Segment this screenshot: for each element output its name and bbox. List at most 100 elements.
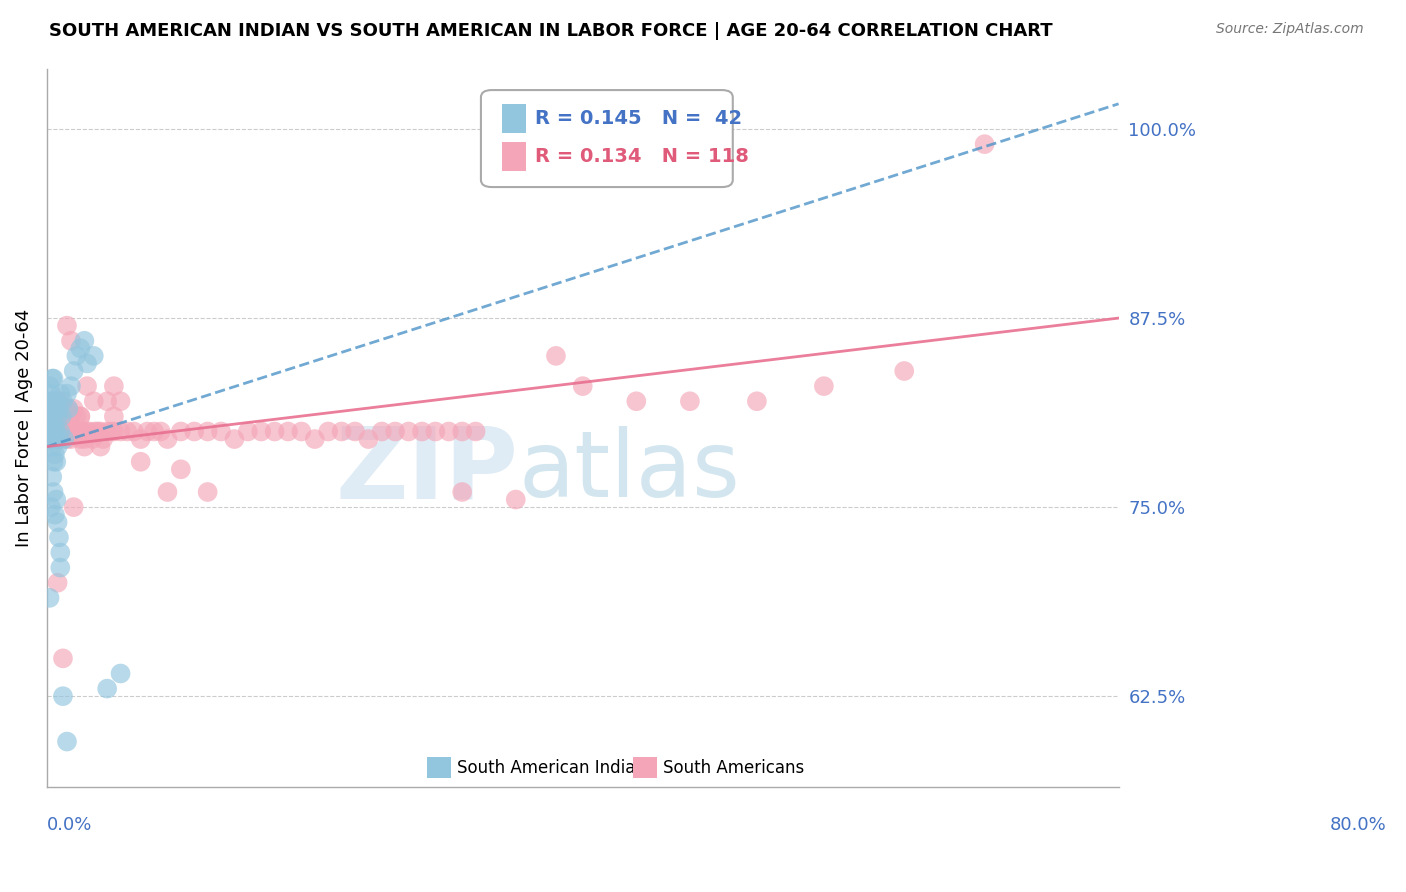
Point — [136, 425, 159, 439]
Point — [62, 500, 84, 515]
Point — [39, 401, 62, 416]
Point — [76, 356, 98, 370]
Point — [89, 425, 111, 439]
Point — [46, 440, 69, 454]
Point — [48, 432, 70, 446]
Point — [236, 425, 259, 439]
Point — [63, 425, 86, 439]
Point — [110, 425, 132, 439]
Point — [83, 349, 105, 363]
Point — [56, 318, 79, 333]
Point — [62, 425, 84, 439]
Point — [39, 401, 62, 416]
Point — [52, 401, 75, 416]
Bar — [633, 756, 657, 779]
Point — [42, 417, 65, 431]
Point — [44, 401, 66, 416]
Point — [49, 560, 72, 574]
Point — [451, 485, 474, 500]
Point — [813, 379, 835, 393]
Point — [103, 425, 125, 439]
Point — [42, 409, 65, 424]
Point — [39, 432, 62, 446]
Point — [39, 425, 62, 439]
Point — [46, 409, 69, 424]
Point — [73, 432, 96, 446]
Point — [79, 425, 101, 439]
Point — [49, 386, 72, 401]
Point — [745, 394, 768, 409]
Y-axis label: In Labor Force | Age 20-64: In Labor Force | Age 20-64 — [15, 309, 32, 547]
Point — [571, 379, 593, 393]
Point — [451, 425, 474, 439]
Point — [170, 462, 193, 476]
Point — [67, 425, 90, 439]
Point — [84, 425, 107, 439]
Point — [62, 364, 84, 378]
Point — [69, 432, 91, 446]
Point — [156, 485, 179, 500]
Point — [49, 394, 72, 409]
Point — [117, 425, 139, 439]
Point — [59, 379, 82, 393]
Point — [277, 425, 299, 439]
Point — [626, 394, 648, 409]
Point — [52, 651, 75, 665]
Point — [59, 432, 82, 446]
Point — [60, 425, 83, 439]
Point — [65, 349, 87, 363]
Point — [59, 409, 82, 424]
Text: R = 0.134   N = 118: R = 0.134 N = 118 — [534, 146, 748, 166]
Point — [52, 425, 75, 439]
Point — [46, 515, 69, 529]
Point — [46, 394, 69, 409]
Bar — [427, 756, 451, 779]
Point — [83, 394, 105, 409]
Point — [53, 432, 76, 446]
Point — [45, 401, 67, 416]
Point — [41, 409, 63, 424]
Point — [46, 409, 69, 424]
Point — [129, 455, 152, 469]
Point — [53, 409, 76, 424]
Point — [59, 425, 82, 439]
Point — [44, 447, 66, 461]
Point — [45, 394, 67, 409]
Point — [51, 425, 73, 439]
Point — [170, 425, 193, 439]
Point — [209, 425, 232, 439]
Point — [65, 425, 87, 439]
Point — [72, 425, 94, 439]
Point — [38, 379, 60, 393]
Point — [411, 425, 433, 439]
Text: R = 0.145   N =  42: R = 0.145 N = 42 — [534, 110, 741, 128]
Point — [44, 508, 66, 522]
Point — [44, 425, 66, 439]
Point — [52, 689, 75, 703]
Point — [66, 425, 89, 439]
Point — [69, 341, 91, 355]
Point — [48, 432, 70, 446]
Point — [65, 409, 87, 424]
Point — [53, 425, 76, 439]
Text: atlas: atlas — [519, 425, 741, 516]
Point — [41, 470, 63, 484]
Point — [42, 371, 65, 385]
Point — [183, 425, 205, 439]
Point — [103, 409, 125, 424]
Point — [49, 425, 72, 439]
Point — [49, 545, 72, 559]
Point — [76, 425, 98, 439]
Point — [55, 425, 77, 439]
Point — [893, 364, 915, 378]
Point — [250, 425, 273, 439]
Bar — [502, 142, 526, 170]
Point — [42, 425, 65, 439]
Point — [73, 334, 96, 348]
Point — [56, 734, 79, 748]
Point — [45, 492, 67, 507]
Point — [41, 409, 63, 424]
Point — [41, 371, 63, 385]
Point — [39, 386, 62, 401]
Point — [316, 425, 339, 439]
